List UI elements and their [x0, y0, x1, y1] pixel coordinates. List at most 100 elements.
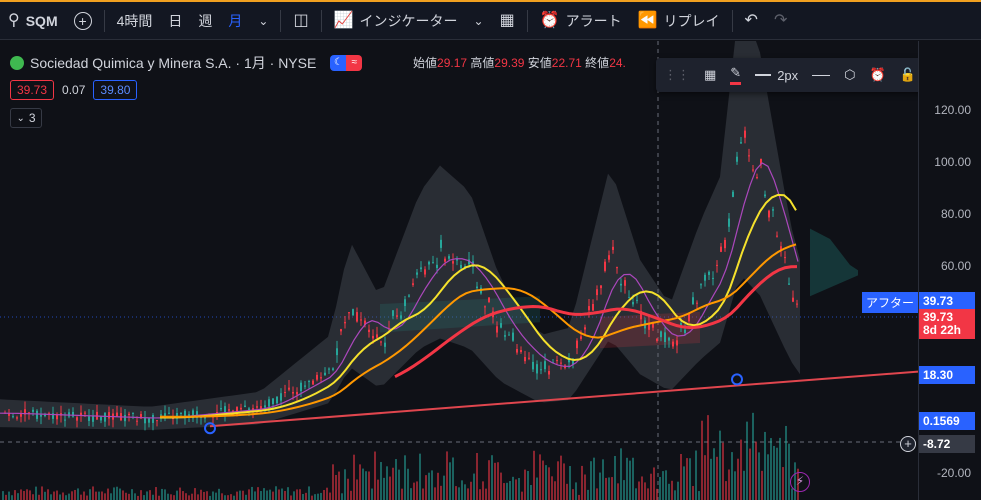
alert-button[interactable]: ⏰ アラート	[532, 2, 630, 39]
candle-body	[352, 309, 354, 316]
volume-bar	[359, 464, 361, 500]
chart-type-button[interactable]: ◫	[285, 2, 316, 39]
candle-body	[348, 312, 350, 314]
candle-body	[600, 285, 602, 289]
volume-bar	[719, 430, 721, 500]
indicators-dropdown[interactable]: ⌄	[466, 2, 492, 39]
candle-body	[168, 412, 170, 414]
buy-price-button[interactable]: 39.80	[93, 80, 138, 100]
volume-bar	[371, 488, 373, 500]
candle-body	[672, 341, 674, 347]
volume-bar	[713, 448, 715, 500]
candle-body	[680, 323, 682, 326]
volume-bar	[203, 491, 205, 500]
volume-bar	[140, 490, 142, 500]
candle-body	[124, 414, 126, 422]
after-hours-label: アフター	[862, 292, 919, 313]
interval-day[interactable]: 日	[168, 12, 183, 29]
volume-bar	[593, 457, 595, 500]
volume-bar	[32, 494, 34, 500]
search-icon: ⚲	[8, 11, 20, 29]
volume-bar	[251, 486, 253, 500]
volume-bar	[449, 462, 451, 500]
candle-body	[468, 259, 470, 265]
undo-button[interactable]: ↶	[737, 2, 766, 39]
volume-bar	[200, 489, 202, 500]
candle-body	[308, 381, 310, 383]
candle-body	[772, 209, 774, 211]
candle-body	[36, 410, 38, 419]
volume-bar	[314, 494, 316, 500]
volume-bar	[458, 487, 460, 500]
settings-hexagon-icon[interactable]: ⬡	[844, 67, 856, 82]
volume-bar	[560, 455, 562, 500]
replay-button[interactable]: ⏪ リプレイ	[630, 2, 728, 39]
volume-bar	[611, 477, 613, 500]
volume-bar	[278, 489, 280, 500]
volume-bar	[74, 489, 76, 500]
lock-icon[interactable]: 🔓	[899, 67, 916, 82]
volume-bar	[467, 488, 469, 500]
candle-body	[100, 416, 102, 421]
volume-bar	[98, 491, 100, 500]
bid-ask-row: 39.73 0.07 39.80	[10, 80, 138, 100]
layout-button[interactable]: ▦	[492, 2, 523, 39]
candle-body	[20, 414, 22, 417]
interval-4h[interactable]: 4時間	[116, 12, 153, 29]
volume-bar	[197, 494, 199, 500]
candle-body	[508, 334, 510, 336]
volume-bar	[722, 442, 724, 500]
candle-body	[544, 361, 546, 370]
volume-bar	[179, 487, 181, 500]
candle-body	[628, 297, 630, 299]
line-style-icon[interactable]	[812, 74, 831, 76]
alarm-add-icon[interactable]: ⏰	[869, 67, 886, 82]
symbol-legend[interactable]: Sociedad Quimica y Minera S.A. · 1月 · NY…	[10, 53, 363, 73]
interval-dropdown[interactable]: ⌄	[250, 2, 276, 39]
line-width-button[interactable]: 2px	[755, 68, 798, 83]
add-template-icon[interactable]: ▦	[704, 67, 717, 82]
candle-body	[536, 364, 538, 374]
wave-icon: ≈	[346, 55, 363, 71]
sell-price-button[interactable]: 39.73	[10, 80, 55, 100]
candle-body	[568, 359, 570, 363]
candle-body	[516, 348, 518, 353]
candle-body	[56, 414, 58, 420]
candle-body	[72, 411, 74, 417]
add-alert-plus-icon[interactable]: +	[900, 436, 916, 452]
volume-bar	[95, 491, 97, 500]
volume-bar	[245, 494, 247, 500]
candle-body	[288, 387, 290, 390]
volume-bar	[536, 477, 538, 500]
indicator-toggle[interactable]: ⌄ 3	[10, 108, 42, 128]
volume-bar	[602, 459, 604, 500]
price-chart[interactable]	[0, 41, 918, 500]
volume-bar	[239, 490, 241, 500]
pencil-color-icon[interactable]: ✎	[730, 65, 742, 85]
candle-body	[548, 370, 550, 375]
volume-bar	[605, 477, 607, 500]
candle-body	[268, 399, 270, 407]
candle-body	[236, 407, 238, 415]
candle-body	[584, 327, 586, 330]
lightning-event-icon[interactable]: ⚡	[790, 472, 810, 492]
volume-bar	[224, 495, 226, 500]
volume-bar	[5, 494, 7, 500]
volume-bar	[788, 443, 790, 500]
market-status-badges: ☾ ≈	[330, 55, 363, 71]
compare-button[interactable]: +	[66, 2, 100, 39]
indicators-button[interactable]: 📈 インジケーター	[326, 2, 466, 39]
redo-button[interactable]: ↷	[766, 2, 795, 39]
volume-bar	[704, 455, 706, 500]
drag-handle-icon[interactable]: ⋮⋮	[664, 67, 690, 82]
candle-body	[296, 391, 298, 395]
open-label: 始値	[413, 56, 438, 70]
symbol-search[interactable]: ⚲ SQM	[0, 2, 66, 39]
interval-month[interactable]: 月	[228, 12, 243, 29]
candle-body	[148, 418, 150, 423]
volume-bar	[206, 491, 208, 500]
interval-week[interactable]: 週	[198, 12, 213, 29]
candle-body	[136, 420, 138, 422]
candle-body	[176, 413, 178, 419]
price-axis[interactable]: 120.00 100.00 80.00 60.00 -20.00	[918, 41, 981, 500]
